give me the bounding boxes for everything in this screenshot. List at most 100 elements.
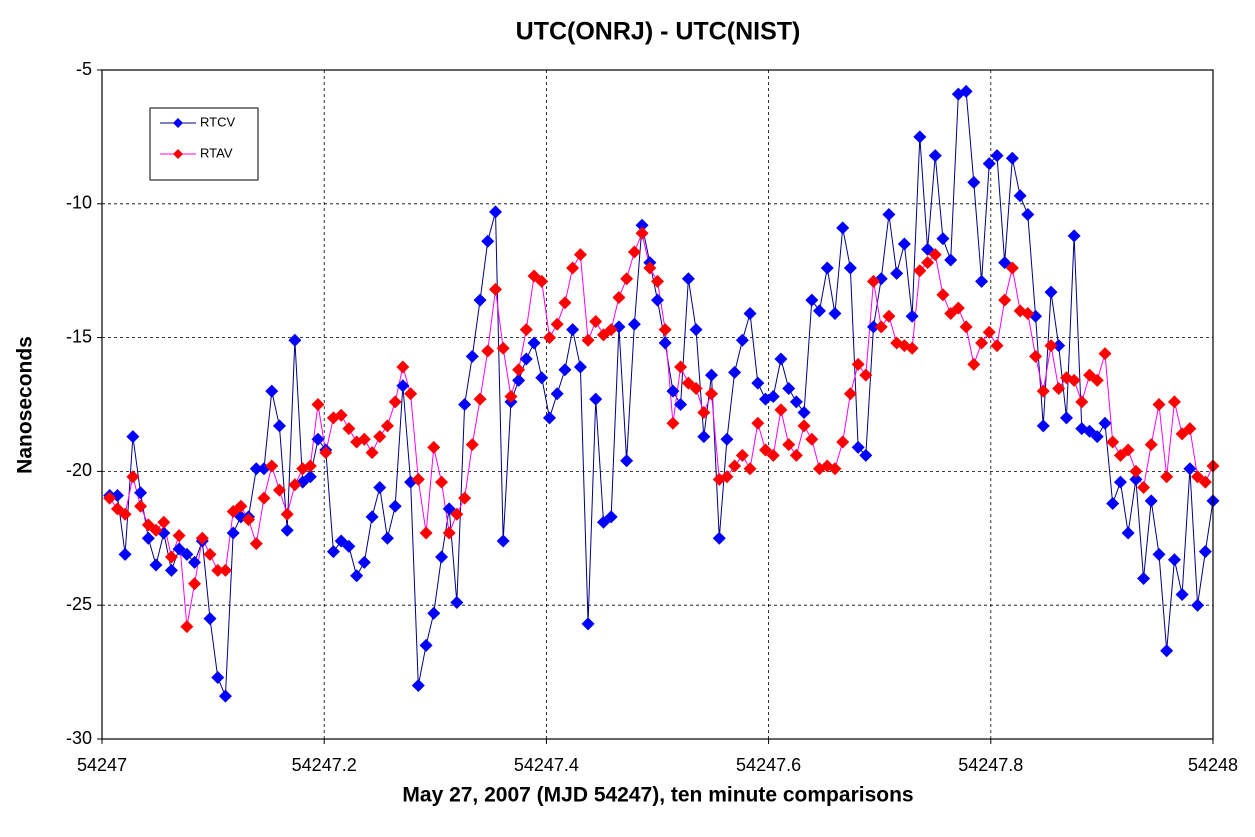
marker [566, 261, 580, 275]
marker [1106, 435, 1120, 449]
marker [774, 403, 788, 417]
marker [689, 381, 703, 395]
marker [265, 384, 279, 398]
legend-marker [173, 118, 183, 128]
marker [558, 296, 572, 310]
legend-box [149, 107, 259, 181]
marker [1005, 151, 1019, 165]
marker [180, 620, 194, 634]
marker [843, 387, 857, 401]
marker [751, 416, 765, 430]
marker [735, 448, 749, 462]
marker [859, 368, 873, 382]
marker [635, 226, 649, 240]
x-tick-label: 54247.2 [292, 755, 357, 775]
marker [820, 261, 834, 275]
marker [975, 274, 989, 288]
marker [458, 491, 472, 505]
marker [543, 331, 557, 345]
marker [550, 317, 564, 331]
marker [249, 462, 263, 476]
marker [288, 333, 302, 347]
marker [905, 341, 919, 355]
marker [1137, 480, 1151, 494]
series-line [109, 90, 1214, 697]
marker [1075, 395, 1089, 409]
marker [496, 534, 510, 548]
marker [604, 323, 618, 337]
marker [357, 555, 371, 569]
marker [620, 272, 634, 286]
marker [913, 264, 927, 278]
plot-frame [101, 69, 1214, 740]
marker [249, 537, 263, 551]
marker [782, 438, 796, 452]
marker [134, 486, 148, 500]
marker [982, 157, 996, 171]
marker [728, 459, 742, 473]
marker [558, 363, 572, 377]
marker [465, 438, 479, 452]
y-tick-label: -15 [66, 326, 92, 346]
marker [164, 563, 178, 577]
marker [465, 349, 479, 363]
marker [473, 392, 487, 406]
marker [1183, 422, 1197, 436]
marker [427, 606, 441, 620]
marker [180, 547, 194, 561]
marker [1191, 598, 1205, 612]
marker [573, 360, 587, 374]
marker [897, 237, 911, 251]
marker [141, 531, 155, 545]
marker [743, 462, 757, 476]
marker [1052, 381, 1066, 395]
marker [489, 205, 503, 219]
marker [1067, 229, 1081, 243]
marker [1021, 208, 1035, 222]
marker [1083, 368, 1097, 382]
marker [982, 325, 996, 339]
marker [1129, 472, 1143, 486]
marker [674, 398, 688, 411]
marker [866, 320, 880, 334]
x-tick-label: 54247.8 [958, 755, 1023, 775]
marker [1013, 189, 1027, 203]
marker [1144, 494, 1158, 508]
marker [118, 547, 132, 561]
marker [172, 529, 186, 543]
marker [188, 577, 202, 591]
marker [535, 371, 549, 385]
marker [712, 531, 726, 545]
marker [203, 612, 217, 626]
marker [280, 523, 294, 537]
marker [203, 547, 217, 561]
marker [851, 440, 865, 454]
marker [805, 293, 819, 307]
marker [543, 411, 557, 425]
marker [797, 419, 811, 433]
marker [797, 406, 811, 420]
marker [1098, 347, 1112, 361]
marker [342, 539, 356, 553]
marker [458, 398, 472, 411]
marker [921, 256, 935, 270]
marker [774, 352, 788, 366]
marker [882, 208, 896, 222]
y-tick-label: -10 [66, 193, 92, 213]
ticks: -30 -25 -20 -15 -10 -5 54247 54247.2 54247.4 5424… [66, 59, 1238, 775]
marker [566, 323, 580, 337]
marker [812, 304, 826, 318]
marker [419, 526, 433, 540]
marker [758, 443, 772, 457]
marker [998, 293, 1012, 307]
marker [350, 569, 364, 583]
marker [766, 389, 780, 403]
marker [126, 470, 140, 484]
marker [697, 430, 711, 444]
marker [651, 274, 664, 288]
marker [597, 328, 611, 342]
x-tick-label: 54247 [77, 755, 127, 775]
marker [481, 344, 495, 358]
marker [512, 363, 526, 377]
marker [303, 459, 317, 473]
